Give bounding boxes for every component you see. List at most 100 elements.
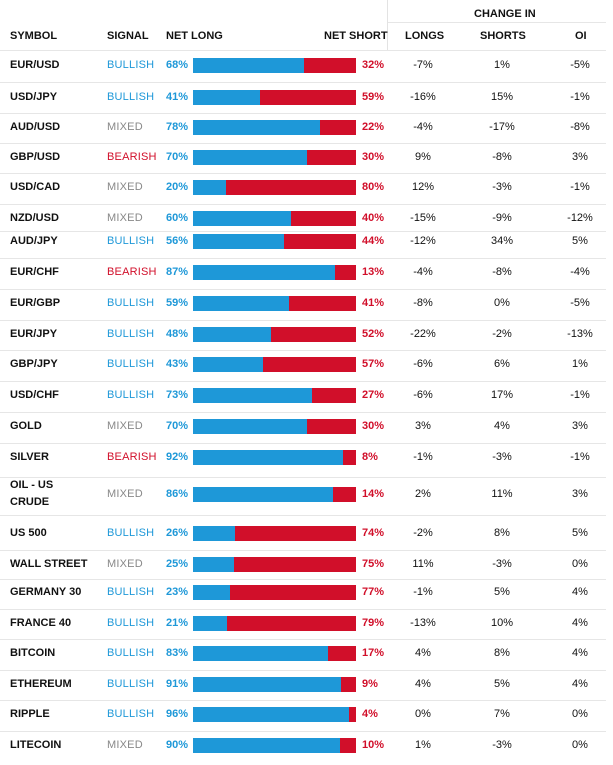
table-row: GERMANY 30 BULLISH 23% 77% -1% 5% 4%: [0, 585, 606, 601]
symbol-name[interactable]: OIL - US CRUDE: [10, 479, 54, 508]
symbol-name[interactable]: GBP/JPY: [10, 358, 58, 370]
net-long-bar: [193, 327, 271, 342]
symbol-name[interactable]: EUR/USD: [10, 59, 60, 71]
table-row: EUR/GBP BULLISH 59% 41% -8% 0% -5%: [0, 296, 606, 312]
net-short-percent: 22%: [362, 121, 385, 133]
symbol-name[interactable]: USD/JPY: [10, 91, 58, 103]
signal-label: BULLISH: [107, 235, 155, 247]
signal-label: MIXED: [107, 181, 143, 193]
symbol-name[interactable]: US 500: [10, 527, 47, 539]
symbol-name[interactable]: USD/CAD: [10, 181, 61, 193]
net-long-percent: 90%: [166, 739, 189, 751]
signal-label: BEARISH: [107, 151, 157, 163]
net-short-percent: 14%: [362, 488, 385, 500]
change-longs: 0%: [415, 708, 431, 720]
signal-label: BEARISH: [107, 266, 157, 278]
change-oi: 4%: [572, 586, 588, 598]
row-divider: [0, 443, 606, 444]
change-shorts: 5%: [494, 586, 510, 598]
symbol-name[interactable]: BITCOIN: [10, 647, 56, 659]
net-long-percent: 23%: [166, 586, 189, 598]
signal-label: MIXED: [107, 212, 143, 224]
table-row: OIL - US CRUDE MIXED 86% 14% 2% 11% 3%: [0, 479, 606, 508]
net-long-percent: 25%: [166, 558, 189, 570]
sentiment-bar: [193, 296, 356, 311]
signal-label: BULLISH: [107, 358, 155, 370]
sentiment-bar: [193, 677, 356, 692]
net-long-bar: [193, 211, 291, 226]
header-signal: SIGNAL: [107, 30, 149, 42]
header-shorts: SHORTS: [480, 30, 526, 42]
change-longs: -8%: [413, 297, 433, 309]
sentiment-bar: [193, 450, 356, 465]
header-net-short: NET SHORT: [324, 30, 388, 42]
net-long-percent: 87%: [166, 266, 189, 278]
sentiment-bar: [193, 557, 356, 572]
row-divider: [0, 82, 606, 83]
change-longs: 1%: [415, 739, 431, 751]
signal-label: MIXED: [107, 121, 143, 133]
sentiment-bar: [193, 585, 356, 600]
net-short-percent: 27%: [362, 389, 385, 401]
row-divider: [0, 477, 606, 478]
net-long-bar: [193, 234, 284, 249]
change-longs: -6%: [413, 358, 433, 370]
change-longs: -12%: [410, 235, 436, 247]
change-oi: -12%: [567, 212, 593, 224]
symbol-name[interactable]: ETHEREUM: [10, 678, 72, 690]
net-long-percent: 59%: [166, 297, 189, 309]
table-row: USD/CAD MIXED 20% 80% 12% -3% -1%: [0, 180, 606, 196]
change-oi: -5%: [570, 59, 590, 71]
symbol-name[interactable]: LITECOIN: [10, 739, 62, 751]
net-long-bar: [193, 707, 349, 722]
signal-label: BULLISH: [107, 678, 155, 690]
net-long-bar: [193, 357, 263, 372]
symbol-name[interactable]: EUR/GBP: [10, 297, 61, 309]
net-long-bar: [193, 265, 335, 280]
net-short-percent: 10%: [362, 739, 385, 751]
symbol-name[interactable]: AUD/JPY: [10, 235, 58, 247]
net-long-bar: [193, 738, 340, 753]
signal-label: MIXED: [107, 739, 143, 751]
symbol-name[interactable]: WALL STREET: [10, 558, 88, 570]
symbol-name[interactable]: GBP/USD: [10, 151, 61, 163]
change-longs: -22%: [410, 328, 436, 340]
symbol-name[interactable]: AUD/USD: [10, 121, 61, 133]
table-row: LITECOIN MIXED 90% 10% 1% -3% 0%: [0, 738, 606, 754]
net-short-percent: 57%: [362, 358, 385, 370]
sentiment-bar: [193, 388, 356, 403]
net-short-percent: 32%: [362, 59, 385, 71]
sentiment-bar: [193, 738, 356, 753]
symbol-name[interactable]: SILVER: [10, 451, 49, 463]
net-long-bar: [193, 450, 343, 465]
change-shorts: 1%: [494, 59, 510, 71]
symbol-name[interactable]: GERMANY 30: [10, 586, 82, 598]
change-oi: 5%: [572, 527, 588, 539]
net-long-bar: [193, 58, 304, 73]
table-row: WALL STREET MIXED 25% 75% 11% -3% 0%: [0, 557, 606, 573]
table-row: BITCOIN BULLISH 83% 17% 4% 8% 4%: [0, 646, 606, 662]
symbol-name[interactable]: EUR/JPY: [10, 328, 58, 340]
symbol-name[interactable]: USD/CHF: [10, 389, 59, 401]
symbol-name[interactable]: GOLD: [10, 420, 42, 432]
symbol-name[interactable]: NZD/USD: [10, 212, 59, 224]
sentiment-bar: [193, 327, 356, 342]
change-oi: -1%: [570, 91, 590, 103]
symbol-name[interactable]: FRANCE 40: [10, 617, 72, 629]
change-oi: -1%: [570, 181, 590, 193]
table-row: US 500 BULLISH 26% 74% -2% 8% 5%: [0, 526, 606, 542]
symbol-name[interactable]: EUR/CHF: [10, 266, 59, 278]
sentiment-bar: [193, 707, 356, 722]
net-short-percent: 52%: [362, 328, 385, 340]
row-divider: [0, 412, 606, 413]
change-shorts: 6%: [494, 358, 510, 370]
change-longs: -1%: [413, 586, 433, 598]
table-row: RIPPLE BULLISH 96% 4% 0% 7% 0%: [0, 707, 606, 723]
net-long-percent: 86%: [166, 488, 189, 500]
row-divider: [0, 550, 606, 551]
change-longs: 12%: [411, 181, 435, 193]
symbol-name[interactable]: RIPPLE: [10, 708, 50, 720]
row-divider: [0, 173, 606, 174]
row-divider: [0, 320, 606, 321]
net-long-bar: [193, 180, 226, 195]
